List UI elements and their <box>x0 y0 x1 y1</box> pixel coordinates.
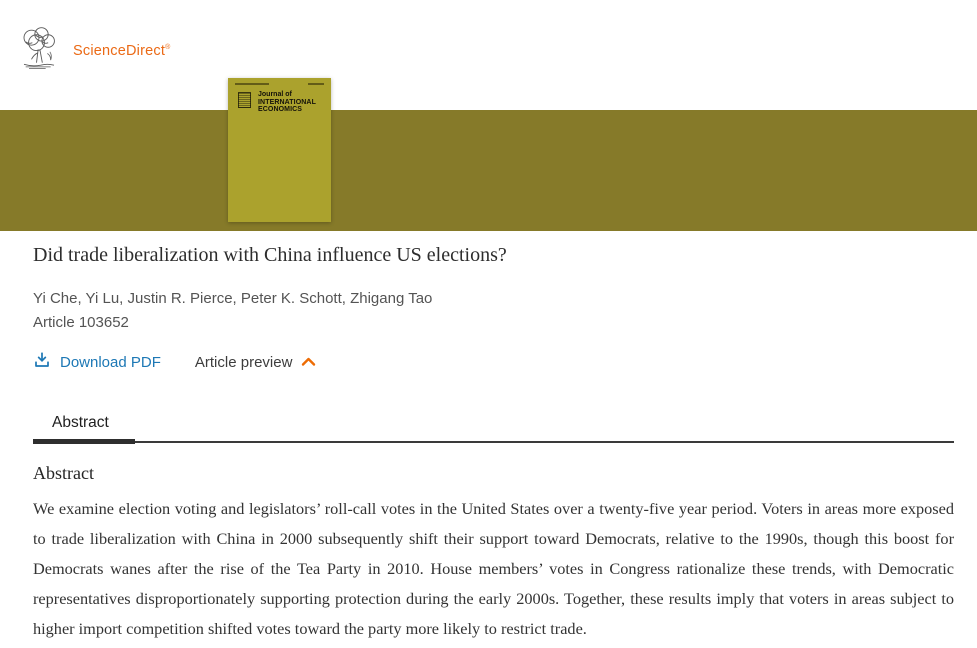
article-title: Did trade liberalization with China infl… <box>33 244 507 266</box>
cover-journal-title: Journal of INTERNATIONAL ECONOMICS <box>258 91 316 113</box>
abstract-section-heading: Abstract <box>33 463 94 483</box>
article-preview-label: Article preview <box>194 353 293 371</box>
brand-wordmark: ScienceDirect® <box>73 43 171 59</box>
download-pdf-button[interactable]: Download PDF <box>33 351 161 373</box>
open-access-text: open access <box>420 295 482 307</box>
journal-cover-thumbnail[interactable]: Journal of INTERNATIONAL ECONOMICS <box>228 78 331 222</box>
download-icon <box>33 351 60 373</box>
article-preview-panel: Did trade liberalization with China infl… <box>0 231 977 644</box>
supports-open-access-label: Supports open access <box>373 295 482 307</box>
cover-masthead-microtext <box>235 83 324 85</box>
abstract-text: We examine election voting and legislato… <box>33 499 954 638</box>
journal-banner: Journal of International Economics Suppo… <box>0 110 977 307</box>
tab-abstract[interactable]: Abstract <box>52 414 109 431</box>
action-row: Download PDF Article preview <box>33 351 954 373</box>
article-authors: Yi Che, Yi Lu, Justin R. Pierce, Peter K… <box>33 290 433 307</box>
article-number: Article 103652 <box>33 314 129 331</box>
active-tab-underline <box>33 439 135 444</box>
sciencedirect-logo-link[interactable]: ScienceDirect® <box>14 25 170 77</box>
preview-tabbar: Abstract <box>33 405 954 444</box>
download-pdf-label: Download PDF <box>60 353 161 371</box>
cover-elsevier-mark-icon <box>238 92 251 108</box>
chevron-up-icon <box>292 354 316 371</box>
registered-mark: ® <box>165 44 171 52</box>
journal-title-link[interactable]: Journal of International Economics <box>373 258 719 283</box>
elsevier-tree-icon <box>14 25 64 77</box>
article-preview-toggle[interactable]: Article preview <box>195 354 317 371</box>
